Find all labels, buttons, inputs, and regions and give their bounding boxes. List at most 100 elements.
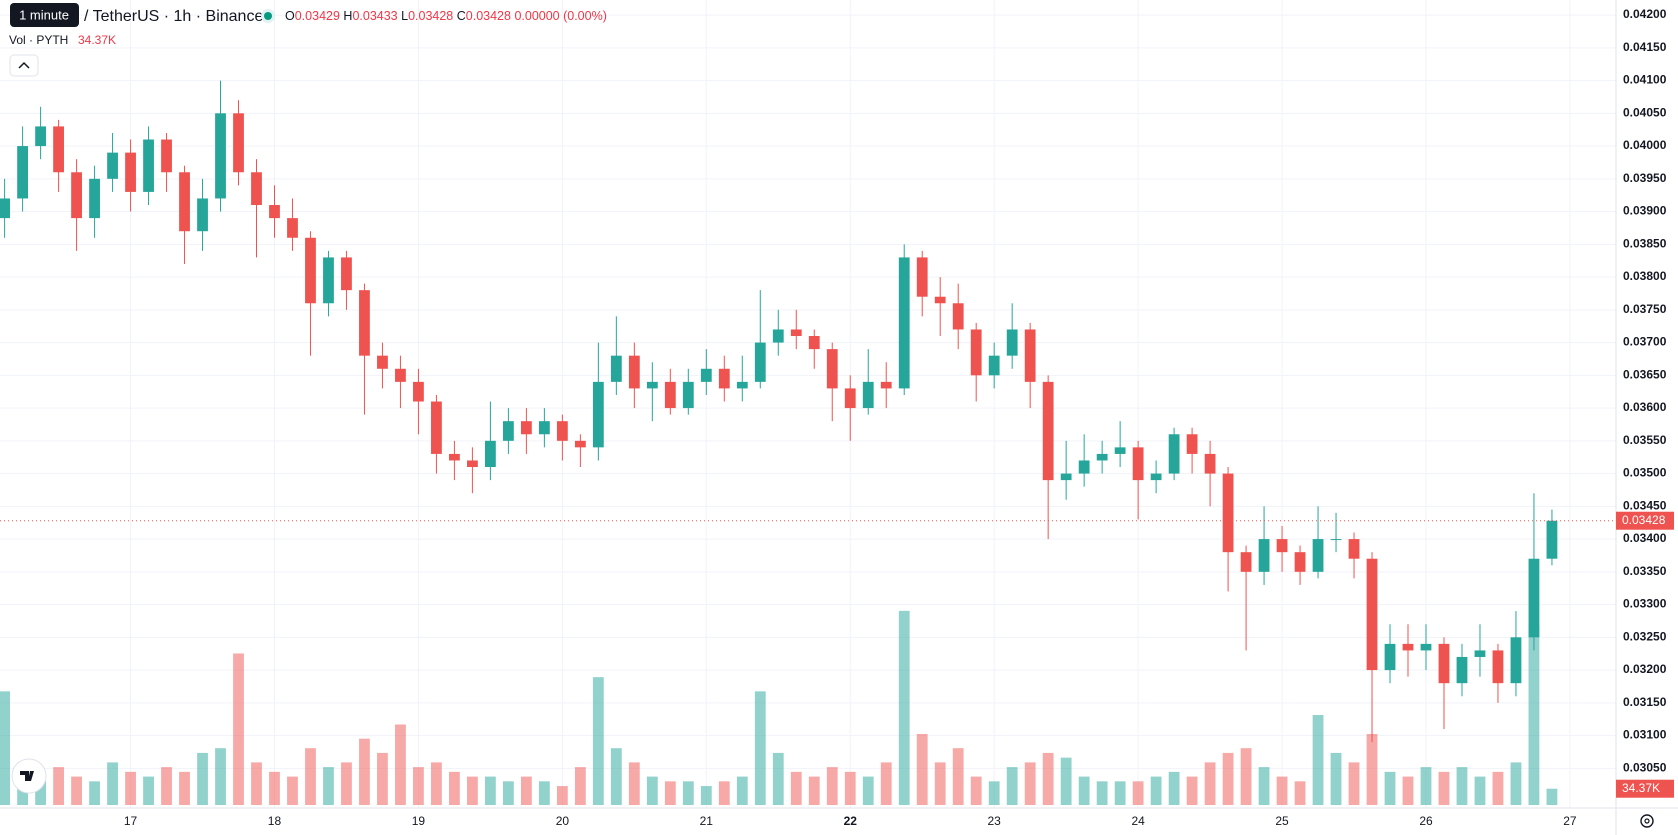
volume-bar bbox=[215, 748, 226, 805]
candle-body bbox=[359, 290, 370, 356]
y-tick-label: 0.04200 bbox=[1623, 7, 1667, 21]
volume-bar bbox=[413, 767, 424, 805]
legend-label: H bbox=[343, 9, 352, 23]
y-tick-label: 0.04100 bbox=[1623, 73, 1667, 87]
y-tick-label: 0.03550 bbox=[1623, 433, 1667, 447]
volume-bar bbox=[359, 738, 370, 805]
volume-bar bbox=[449, 771, 460, 805]
collapse-button[interactable] bbox=[9, 54, 39, 77]
volume-bar bbox=[988, 781, 1000, 805]
volume-bar bbox=[1204, 762, 1216, 805]
volume-bar bbox=[808, 776, 820, 805]
legend-value: 0.03428 bbox=[466, 9, 511, 23]
y-tick-label: 0.04050 bbox=[1623, 105, 1667, 119]
last-price-label: 0.03428 bbox=[1622, 513, 1666, 527]
legend-value: 0.03428 bbox=[408, 9, 453, 23]
candle-body bbox=[1312, 539, 1324, 572]
y-tick-label: 0.03400 bbox=[1623, 531, 1667, 545]
candle-body bbox=[1330, 539, 1342, 541]
candle-body bbox=[862, 381, 874, 409]
volume-bar bbox=[0, 691, 11, 805]
volume-bar bbox=[1474, 776, 1486, 805]
volume-bar bbox=[682, 781, 694, 805]
volume-bar bbox=[1114, 781, 1126, 805]
volume-bar bbox=[125, 771, 136, 805]
candle-body bbox=[1114, 447, 1126, 454]
candle-body bbox=[1258, 539, 1270, 572]
candle-body bbox=[17, 146, 28, 199]
volume-bar bbox=[1276, 776, 1288, 805]
legend-label: L bbox=[401, 9, 408, 23]
candle-body bbox=[934, 296, 946, 304]
candle-body bbox=[413, 381, 424, 402]
volume-bar bbox=[1258, 767, 1270, 805]
volume-badge-label: 34.37K bbox=[1622, 781, 1660, 795]
y-tick-label: 0.03450 bbox=[1623, 498, 1667, 512]
y-tick-label: 0.03900 bbox=[1623, 204, 1667, 218]
candle-body bbox=[215, 113, 226, 199]
x-tick-label: 27 bbox=[1563, 814, 1577, 828]
y-tick-label: 0.03150 bbox=[1623, 695, 1667, 709]
volume-bar bbox=[1528, 625, 1540, 805]
legend-label: O bbox=[285, 9, 295, 23]
candle-body bbox=[1096, 453, 1108, 461]
volume-bar bbox=[1078, 776, 1090, 805]
candle-body bbox=[1276, 539, 1288, 553]
y-tick-label: 0.03950 bbox=[1623, 171, 1667, 185]
candle-body bbox=[1042, 381, 1054, 481]
volume-bar bbox=[934, 762, 946, 805]
volume-bar bbox=[628, 762, 640, 805]
settings-icon[interactable] bbox=[1640, 814, 1654, 828]
volume-bar bbox=[1348, 762, 1360, 805]
candle-body bbox=[449, 453, 460, 461]
x-tick-label: 22 bbox=[844, 814, 858, 828]
candle-body bbox=[880, 381, 892, 389]
candle-body bbox=[916, 257, 928, 297]
y-tick-label: 0.03050 bbox=[1623, 760, 1667, 774]
y-tick-label: 0.03200 bbox=[1623, 662, 1667, 676]
candle-body bbox=[197, 198, 208, 232]
candle-body bbox=[71, 172, 82, 219]
candle-body bbox=[592, 381, 604, 448]
last-price-badge bbox=[1616, 511, 1674, 530]
candle-body bbox=[988, 355, 1000, 376]
x-tick-label: 23 bbox=[988, 814, 1002, 828]
y-tick-label: 0.03700 bbox=[1623, 335, 1667, 349]
volume-bar bbox=[772, 752, 784, 805]
candle-body bbox=[718, 368, 730, 389]
candle-body bbox=[0, 198, 11, 219]
volume-bar bbox=[467, 776, 478, 805]
candle-body bbox=[1150, 473, 1162, 481]
volume-bar bbox=[143, 776, 154, 805]
volume-bar bbox=[377, 752, 388, 805]
volume-bar bbox=[1384, 771, 1396, 805]
candle-body bbox=[1420, 643, 1432, 651]
volume-bar bbox=[1096, 781, 1108, 805]
candle-body bbox=[556, 421, 568, 441]
candle-body bbox=[1384, 643, 1396, 671]
volume-bar bbox=[1546, 788, 1558, 805]
symbol-title[interactable]: / TetherUS · 1h · Binance bbox=[84, 8, 263, 25]
candle-body bbox=[952, 303, 964, 330]
volume-bar bbox=[251, 762, 262, 805]
candle-body bbox=[251, 172, 262, 206]
candle-body bbox=[1204, 453, 1216, 474]
candle-body bbox=[1222, 473, 1234, 553]
volume-bar bbox=[1168, 771, 1180, 805]
candle-body bbox=[143, 139, 154, 192]
volume-bar bbox=[1438, 771, 1450, 805]
candle-body bbox=[287, 218, 298, 238]
candle-body bbox=[736, 381, 748, 389]
candle-body bbox=[377, 355, 388, 369]
volume-bar bbox=[700, 786, 712, 805]
x-tick-label: 25 bbox=[1275, 814, 1289, 828]
candle-body bbox=[1186, 434, 1198, 454]
volume-bar bbox=[592, 677, 604, 805]
x-tick-label: 21 bbox=[700, 814, 714, 828]
candle-body bbox=[1024, 329, 1036, 382]
volume-bar bbox=[538, 781, 550, 805]
volume-bar bbox=[485, 776, 496, 805]
candle-body bbox=[1348, 539, 1360, 559]
volume-bar bbox=[1132, 781, 1144, 805]
